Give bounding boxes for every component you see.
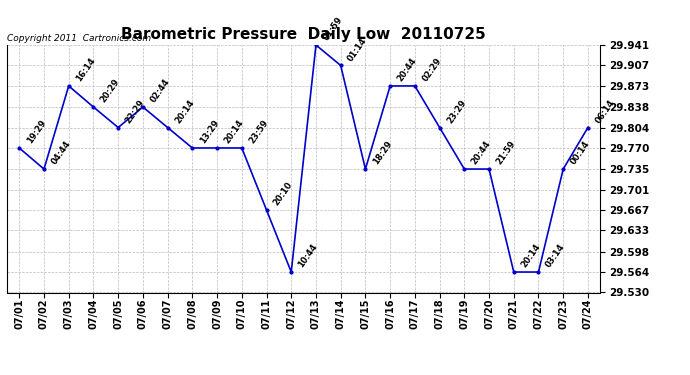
Text: 23:59: 23:59 bbox=[247, 118, 270, 145]
Text: 16:14: 16:14 bbox=[75, 56, 97, 83]
Text: 02:29: 02:29 bbox=[420, 56, 443, 83]
Text: 00:14: 00:14 bbox=[569, 139, 591, 166]
Text: 03:14: 03:14 bbox=[544, 242, 566, 269]
Text: 18:29: 18:29 bbox=[371, 139, 393, 166]
Text: 20:10: 20:10 bbox=[272, 180, 295, 207]
Text: 21:59: 21:59 bbox=[495, 139, 518, 166]
Text: 04:44: 04:44 bbox=[50, 139, 72, 166]
Text: 01:59: 01:59 bbox=[322, 15, 344, 42]
Text: Copyright 2011  Cartronics.com: Copyright 2011 Cartronics.com bbox=[7, 33, 151, 42]
Title: Barometric Pressure  Daily Low  20110725: Barometric Pressure Daily Low 20110725 bbox=[121, 27, 486, 42]
Text: 10:44: 10:44 bbox=[297, 242, 319, 269]
Text: 23:29: 23:29 bbox=[445, 98, 468, 125]
Text: 20:29: 20:29 bbox=[99, 77, 121, 104]
Text: 20:14: 20:14 bbox=[520, 242, 542, 269]
Text: 20:44: 20:44 bbox=[470, 139, 493, 166]
Text: 20:14: 20:14 bbox=[223, 118, 246, 145]
Text: 01:14: 01:14 bbox=[346, 36, 369, 63]
Text: 20:14: 20:14 bbox=[173, 98, 196, 125]
Text: 13:29: 13:29 bbox=[198, 118, 221, 145]
Text: 20:44: 20:44 bbox=[395, 56, 418, 83]
Text: 06:14: 06:14 bbox=[593, 98, 616, 125]
Text: 22:29: 22:29 bbox=[124, 98, 146, 125]
Text: 02:44: 02:44 bbox=[148, 77, 171, 104]
Text: 19:29: 19:29 bbox=[25, 118, 48, 145]
